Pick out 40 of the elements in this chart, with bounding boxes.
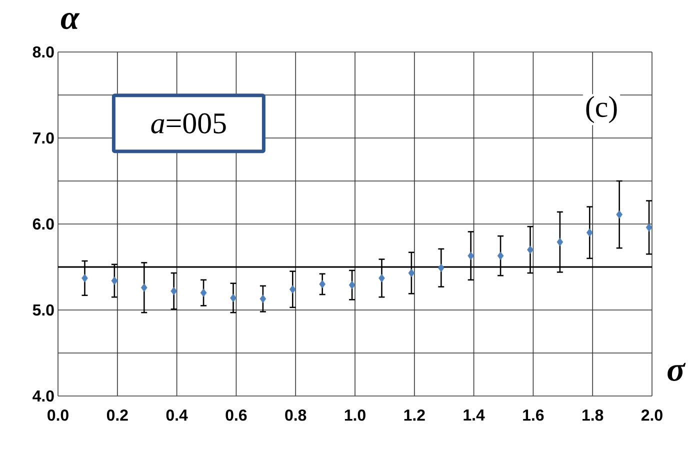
x-tick-label: 0.2 [106, 410, 128, 421]
y-tick-label: 6.0 [32, 218, 54, 230]
y-tick-label: 5.0 [32, 304, 54, 316]
point [556, 238, 564, 246]
x-tick-label: 0.0 [48, 410, 68, 421]
x-tick-label: 0.6 [226, 410, 247, 421]
y-tick-label: 4.0 [32, 390, 54, 402]
point [438, 264, 444, 272]
point [378, 274, 385, 282]
x-tick-label: 0.4 [166, 410, 188, 421]
y-tick-label: 8.0 [32, 46, 54, 58]
x-tick-label: 1.6 [523, 410, 544, 421]
point [646, 223, 652, 232]
annotation: (c) [586, 96, 617, 124]
annotation: a=005 [151, 113, 226, 134]
y-axis-title: α [60, 12, 80, 30]
x-tick-label: 1.2 [404, 410, 425, 421]
point [111, 276, 118, 285]
x-axis-title: σ [668, 362, 686, 381]
x-tick-label: 1.0 [344, 410, 366, 421]
point [289, 285, 296, 294]
point [319, 280, 326, 288]
point [468, 252, 474, 260]
point [230, 294, 236, 302]
point [586, 228, 593, 237]
x-tick-label: 1.4 [464, 410, 485, 420]
point [170, 286, 178, 296]
x-tick-label: 2.0 [641, 410, 662, 421]
point [616, 210, 623, 219]
point [200, 288, 207, 297]
point [260, 294, 266, 303]
y-tick-label: 7.0 [33, 132, 54, 144]
point [497, 252, 504, 260]
point [408, 268, 415, 278]
point [140, 283, 148, 292]
x-tick-label: 0.8 [285, 410, 306, 421]
point [348, 280, 356, 290]
point [527, 246, 534, 254]
x-tick-label: 1.8 [582, 410, 604, 421]
point [82, 274, 88, 282]
